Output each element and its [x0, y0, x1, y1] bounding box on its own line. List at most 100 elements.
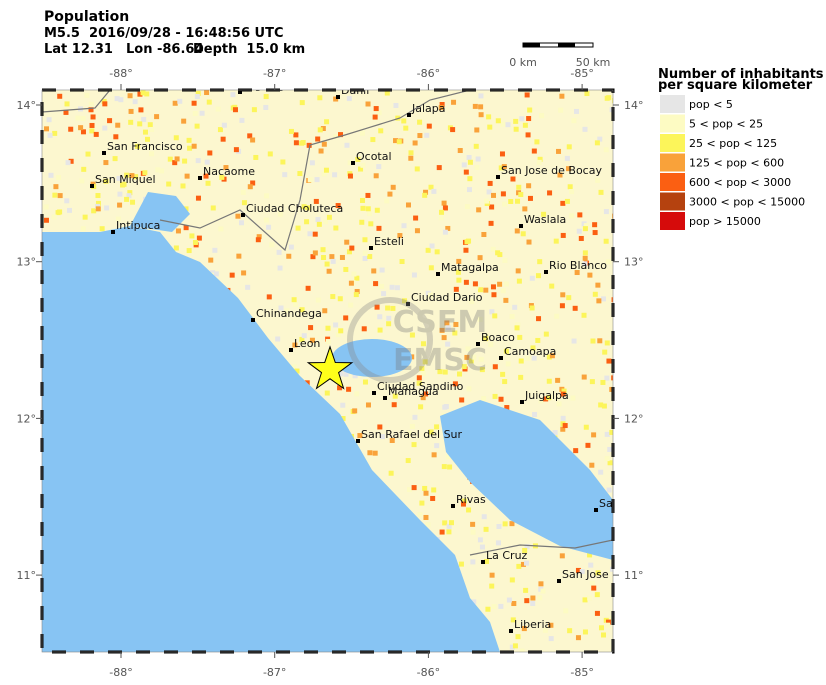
speckle [196, 235, 202, 241]
speckle [598, 469, 604, 475]
speckle [416, 380, 422, 386]
speckle [555, 377, 561, 383]
speckle [530, 600, 536, 606]
speckle [299, 336, 305, 342]
speckle [174, 156, 180, 162]
speckle [81, 166, 87, 172]
city-label: Danli [341, 84, 369, 97]
speckle [582, 261, 588, 267]
speckle [422, 359, 428, 365]
speckle [379, 283, 385, 289]
speckle [232, 107, 238, 113]
city-label: La Cruz [486, 549, 528, 562]
speckle [540, 588, 546, 594]
speckle [577, 212, 583, 218]
speckle [501, 164, 507, 170]
speckle [582, 126, 588, 132]
speckle [204, 90, 210, 96]
city-dot [436, 272, 440, 276]
speckle [604, 375, 610, 381]
speckle [568, 213, 574, 219]
speckle [511, 601, 517, 607]
scale-bar: 0 km 50 km [509, 42, 610, 69]
speckle [46, 117, 52, 123]
speckle [318, 148, 324, 154]
speckle [381, 291, 387, 297]
speckle [387, 191, 393, 197]
city-dot [369, 246, 373, 250]
speckle [582, 250, 588, 256]
speckle [587, 272, 593, 278]
speckle [603, 209, 609, 215]
speckle [592, 291, 598, 297]
speckle [310, 254, 316, 260]
speckle [442, 369, 448, 375]
speckle [236, 253, 242, 259]
city-label: Ocotal [356, 150, 392, 163]
ocean [42, 226, 500, 652]
speckle [405, 458, 411, 464]
speckle [295, 225, 301, 231]
speckle [526, 116, 532, 122]
speckle [538, 398, 544, 404]
speckle [107, 118, 113, 124]
speckle [223, 165, 229, 171]
lat-tick-label: 13° [624, 256, 644, 269]
speckle [403, 125, 409, 131]
speckle [583, 424, 589, 430]
speckle [362, 379, 368, 385]
speckle [51, 214, 57, 220]
speckle [564, 155, 570, 161]
speckle [88, 101, 94, 107]
speckle [213, 271, 219, 277]
speckle [294, 368, 300, 374]
speckle [388, 470, 394, 476]
speckle [394, 285, 400, 291]
speckle [514, 325, 520, 331]
speckle [149, 151, 155, 157]
city-dot [241, 213, 245, 217]
speckle [447, 464, 453, 470]
speckle [424, 132, 430, 138]
speckle [602, 349, 608, 355]
speckle [304, 380, 310, 386]
speckle [461, 498, 467, 504]
speckle [367, 450, 373, 456]
speckle [411, 272, 417, 278]
speckle [266, 294, 272, 300]
speckle [52, 192, 58, 198]
legend-title: per square kilometer [658, 78, 813, 93]
city-dot [544, 270, 548, 274]
speckle [269, 242, 275, 248]
speckle [425, 247, 431, 253]
speckle [337, 385, 343, 391]
speckle [297, 171, 303, 177]
speckle [513, 126, 519, 132]
speckle [355, 156, 361, 162]
speckle [338, 328, 344, 334]
speckle [510, 176, 516, 182]
speckle [407, 487, 413, 493]
speckle [250, 180, 256, 186]
speckle [484, 333, 490, 339]
speckle [543, 396, 549, 402]
speckle [422, 485, 428, 491]
city-dot [383, 396, 387, 400]
speckle [431, 452, 437, 458]
speckle [448, 520, 454, 526]
speckle [399, 259, 405, 265]
speckle [498, 165, 504, 171]
speckle [557, 172, 563, 178]
speckle [439, 209, 445, 215]
speckle [376, 225, 382, 231]
speckle [348, 280, 354, 286]
city-label: Camoapa [504, 345, 556, 358]
speckle [397, 233, 403, 239]
speckle [347, 173, 353, 179]
speckle [215, 106, 221, 112]
speckle [390, 305, 396, 311]
speckle [546, 354, 552, 360]
speckle [571, 118, 577, 124]
city-dot [557, 579, 561, 583]
speckle [587, 552, 593, 558]
